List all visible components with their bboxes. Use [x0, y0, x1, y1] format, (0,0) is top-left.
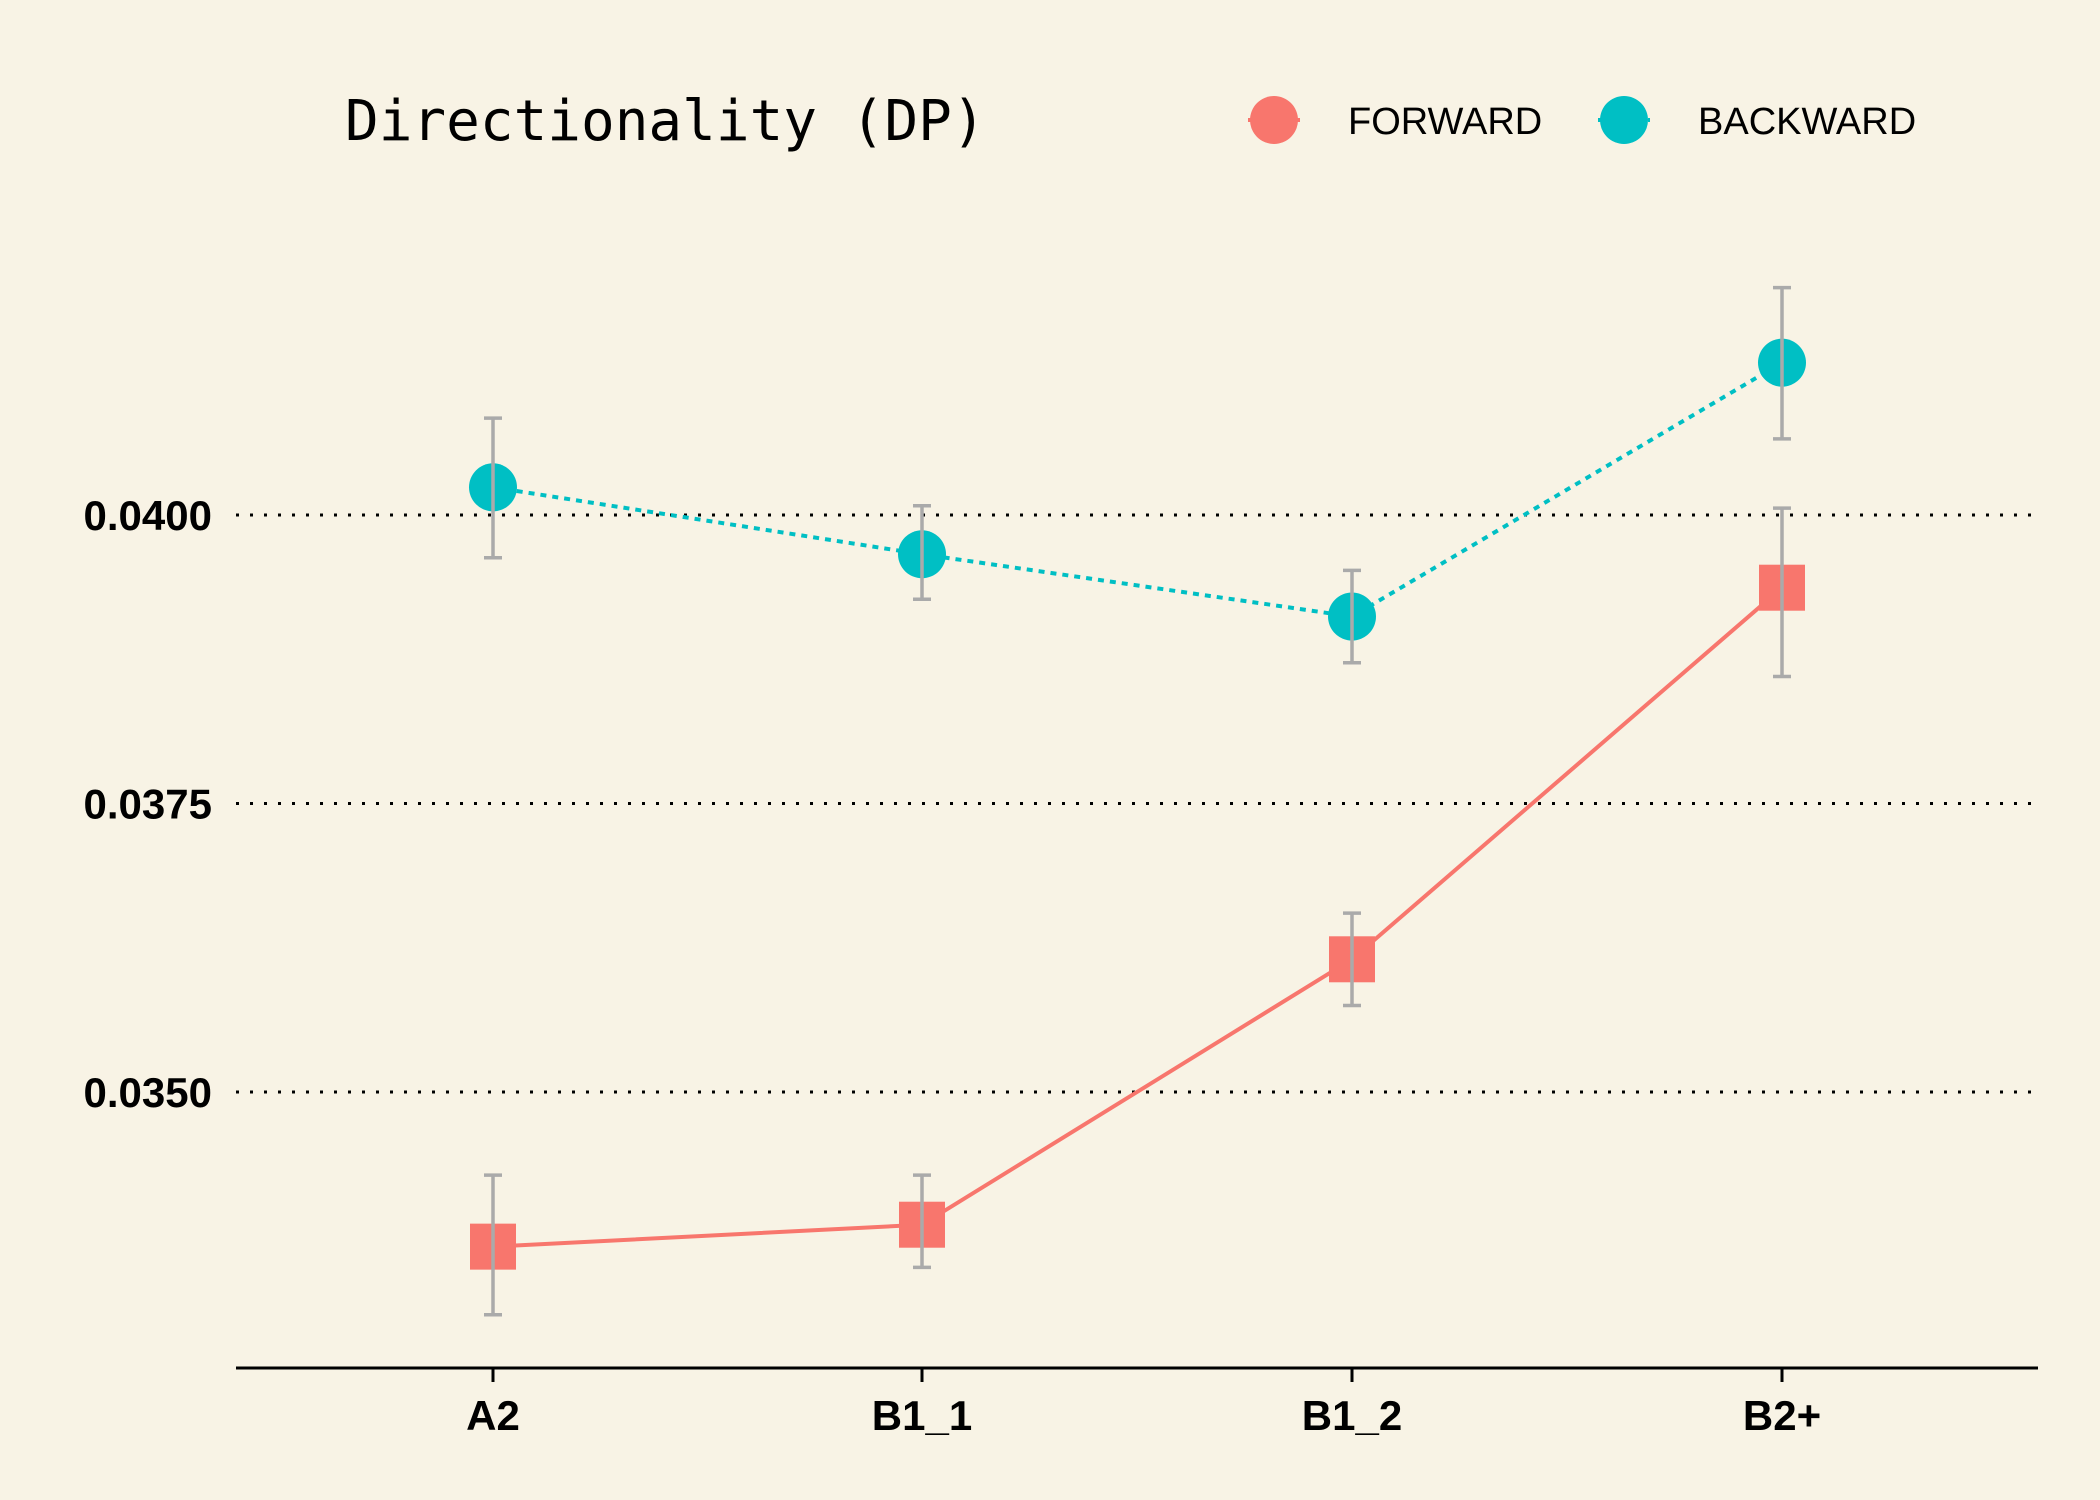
error-bar — [1343, 911, 1361, 1008]
error-bar — [913, 1173, 931, 1270]
x-tick-label: B2+ — [1743, 1392, 1821, 1439]
legend-item-backward[interactable]: BACKWARD — [1598, 96, 1916, 144]
series-backward — [469, 285, 1806, 665]
x-tick-label: B1_2 — [1302, 1392, 1402, 1439]
y-tick-label: 0.0400 — [84, 492, 212, 539]
legend-forward-label: FORWARD — [1348, 101, 1542, 143]
y-tick-label: 0.0375 — [84, 781, 212, 828]
error-bar — [484, 1173, 502, 1317]
error-bar — [1343, 568, 1361, 665]
error-bar — [1773, 285, 1791, 441]
legend-forward-marker — [1250, 96, 1298, 144]
legend-backward-label: BACKWARD — [1698, 101, 1916, 143]
legend-item-forward[interactable]: FORWARD — [1248, 96, 1542, 144]
error-bar — [484, 416, 502, 560]
legend-backward-marker — [1600, 96, 1648, 144]
series-layer — [469, 285, 1806, 1317]
y-axis-tick-labels: 0.0350 0.0375 0.0400 — [84, 492, 212, 1116]
error-bar — [913, 504, 931, 601]
series-forward — [470, 506, 1805, 1317]
series-line-forward — [492, 586, 1784, 1249]
error-bar — [1773, 506, 1791, 679]
legend: FORWARD BACKWARD — [1248, 96, 1916, 144]
x-tick-label: A2 — [466, 1392, 520, 1439]
series-line-backward — [492, 360, 1784, 619]
chart-title: Directionality (DP) — [345, 89, 986, 154]
x-tick-label: B1_1 — [872, 1392, 972, 1439]
y-tick-label: 0.0350 — [84, 1069, 212, 1116]
x-axis: A2 B1_1 B1_2 B2+ — [236, 1366, 2038, 1439]
